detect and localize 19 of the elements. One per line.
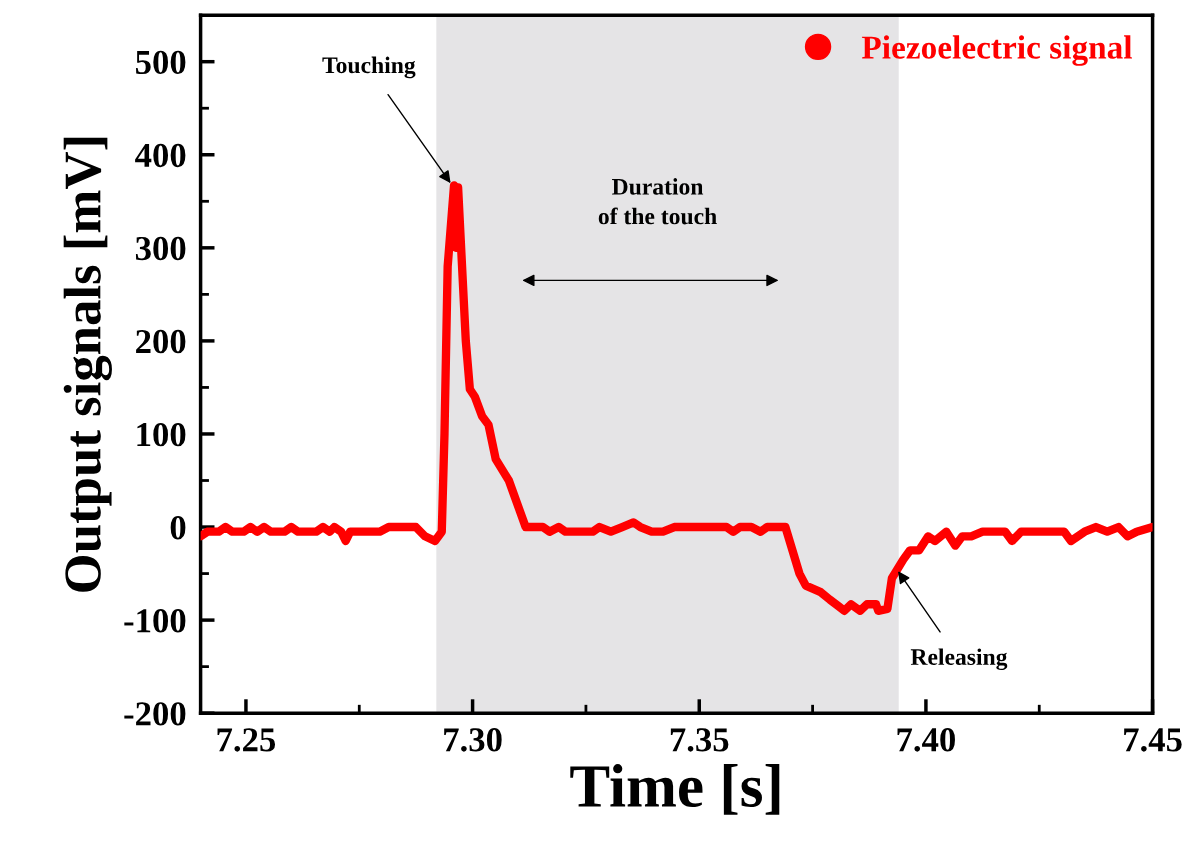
annotation: Touching [322,56,416,79]
x-tick-label: 7.45 [1124,728,1182,752]
y-tick-label: 500 [136,50,186,75]
y-tick-label: 0 [170,515,186,540]
annotation: Duration of the touch [598,178,717,225]
y-tick-label: -100 [124,609,186,633]
x-tick-label: 7.30 [444,728,502,752]
x-axis-title: Time [s] [570,764,780,815]
x-tick-label: 7.40 [897,728,955,752]
annotation: Releasing [910,648,1008,670]
y-tick-label: 400 [135,143,186,168]
y-tick-label: 200 [136,329,186,354]
legend-label: Piezoelectric signal [861,35,1132,66]
y-tick-label: 300 [135,236,186,261]
y-tick-label: -200 [124,702,186,726]
x-tick-label: 7.25 [217,728,276,752]
y-tick-label: 100 [137,422,186,447]
x-tick-label: 7.35 [670,728,729,752]
y-axis-title: Output signals [mV] [63,137,112,592]
